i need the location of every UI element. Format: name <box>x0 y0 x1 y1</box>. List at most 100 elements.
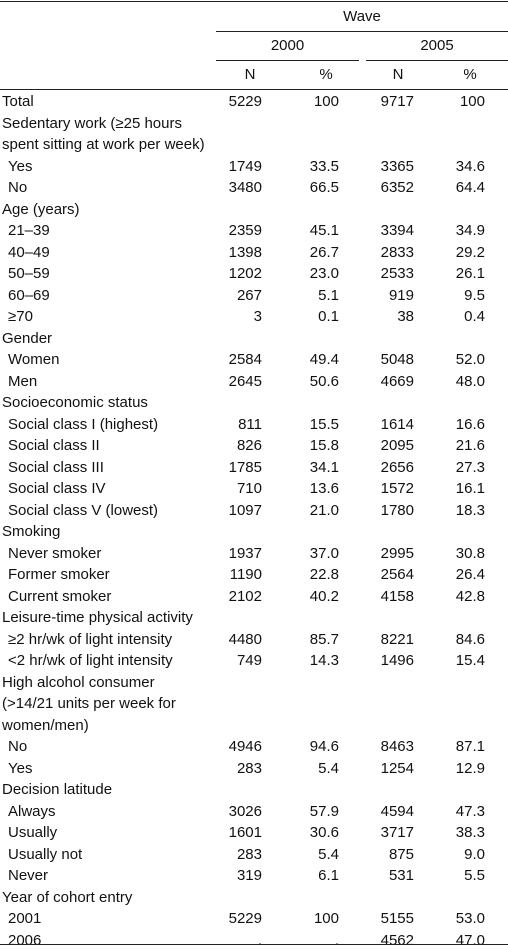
cell-n-2000: 1785 <box>228 458 262 476</box>
row-label: ≥70 <box>8 308 33 325</box>
row-label: <2 hr/wk of light intensity <box>8 652 173 669</box>
cell-n-2005: 8463 <box>380 738 414 755</box>
cell-n-2005: 5048 <box>380 351 414 368</box>
year-rule-2005 <box>366 60 508 61</box>
cell-pct-2005: 29.2 <box>455 243 485 261</box>
cell-pct-2000: 22.8 <box>309 566 339 583</box>
cell-pct-2000: 37.0 <box>309 544 339 562</box>
cell-n-2005: 38 <box>397 308 414 325</box>
col-header-n-2005: N <box>392 66 404 83</box>
row-label: Social class III <box>8 458 104 476</box>
row-label: Social class V (lowest) <box>8 501 159 519</box>
cell-pct-2005: 26.4 <box>455 566 485 583</box>
cell-n-2000: 1398 <box>228 243 262 261</box>
cell-pct-2000: 100 <box>313 910 339 927</box>
cell-n-2000: 267 <box>236 286 262 304</box>
col-header-n-2000: N <box>244 66 256 83</box>
cell-pct-2005: 34.9 <box>455 222 485 239</box>
section-label: women/men) <box>2 716 89 734</box>
cell-n-2000: 710 <box>236 480 262 497</box>
cell-n-2005: 4562 <box>380 931 414 949</box>
cell-n-2000: 1190 <box>229 566 262 583</box>
row-label: Social class I (highest) <box>8 415 159 433</box>
cell-n-2005: 1254 <box>380 759 414 777</box>
cell-pct-2000: 23.0 <box>309 265 339 282</box>
cell-n-2000: 3480 <box>228 179 262 196</box>
cell-pct-2005: 0.4 <box>464 308 485 325</box>
cell-n-2000: 749 <box>236 652 262 669</box>
cell-pct-2000: 30.6 <box>309 824 339 841</box>
cell-n-2005: 1572 <box>380 480 414 497</box>
cell-n-2005: 1496 <box>380 652 414 669</box>
cell-pct-2005: 26.1 <box>455 265 485 282</box>
cell-pct-2005: 47.3 <box>455 802 485 820</box>
row-label: Usually not <box>8 845 83 863</box>
cell-n-2005: 6352 <box>380 179 414 196</box>
cell-n-2000: 1749 <box>228 157 262 175</box>
row-label: No <box>8 738 28 755</box>
cell-pct-2000: 66.5 <box>309 179 339 196</box>
cell-n-2000: 3 <box>253 308 262 325</box>
cell-n-2000: 3026 <box>228 802 262 820</box>
cell-n-2005: 2995 <box>380 544 414 562</box>
section-label: Leisure-time physical activity <box>2 609 193 626</box>
cell-n-2000: 1601 <box>228 824 262 841</box>
cell-n-2000: 2584 <box>228 351 262 368</box>
cell-pct-2000: . <box>334 931 339 949</box>
cell-n-2000: 4946 <box>228 738 262 755</box>
cell-pct-2000: 14.3 <box>309 652 339 669</box>
cell-pct-2005: 15.4 <box>455 652 485 669</box>
cell-pct-2000: 13.6 <box>309 480 339 497</box>
row-label: ≥2 hr/wk of light intensity <box>8 630 173 648</box>
cell-n-2005: 8221 <box>380 630 414 648</box>
cell-pct-2005: 9.5 <box>464 286 485 304</box>
cell-n-2005: 2533 <box>380 265 414 282</box>
row-label: Usually <box>8 824 58 841</box>
section-label: Sedentary work (≥25 hours <box>2 114 182 132</box>
cell-pct-2005: 48.0 <box>455 372 485 390</box>
cell-pct-2000: 5.4 <box>318 759 339 777</box>
row-label: Social class II <box>8 437 100 454</box>
row-label: 60–69 <box>8 286 50 304</box>
cell-pct-2000: 100 <box>313 93 339 110</box>
cell-pct-2005: 12.9 <box>455 759 485 777</box>
cell-n-2000: 826 <box>236 437 262 454</box>
row-label: No <box>8 179 28 196</box>
row-label: Never smoker <box>8 544 102 562</box>
cell-pct-2000: 49.4 <box>309 351 339 368</box>
cell-n-2005: 3394 <box>380 222 414 239</box>
row-label: Former smoker <box>8 566 110 583</box>
row-label: Men <box>8 372 38 390</box>
cell-n-2005: 531 <box>388 867 414 884</box>
section-label: spent sitting at work per week) <box>2 136 205 153</box>
cell-n-2000: 319 <box>236 867 262 884</box>
row-label: Social class IV <box>8 480 106 497</box>
cell-n-2000: 2645 <box>228 372 262 390</box>
cell-n-2000: . <box>257 931 262 949</box>
cell-pct-2005: 87.1 <box>455 738 485 755</box>
section-label: (>14/21 units per week for <box>2 695 176 712</box>
cell-pct-2000: 57.9 <box>309 802 339 820</box>
cell-pct-2005: 27.3 <box>455 458 485 476</box>
cell-pct-2005: 21.6 <box>455 437 485 454</box>
section-label: Year of cohort entry <box>2 888 133 906</box>
section-label: Smoking <box>2 523 61 540</box>
cell-n-2005: 2564 <box>380 566 414 583</box>
cell-pct-2005: 47.0 <box>455 931 485 949</box>
cell-n-2005: 3717 <box>380 824 414 841</box>
cell-pct-2000: 15.5 <box>309 415 339 433</box>
cell-n-2000: 811 <box>238 415 262 433</box>
cell-n-2005: 5155 <box>380 910 414 927</box>
cell-pct-2000: 50.6 <box>309 372 339 390</box>
cell-pct-2000: 34.1 <box>309 458 339 476</box>
cell-pct-2000: 45.1 <box>309 222 339 239</box>
year-rule-2000 <box>216 60 359 61</box>
row-label: Always <box>8 802 56 820</box>
row-label: Yes <box>8 759 33 777</box>
header-bottom-rule <box>0 89 508 90</box>
row-label: 2001 <box>8 910 42 927</box>
cell-n-2005: 919 <box>388 286 414 304</box>
year-header-2005: 2005 <box>420 37 454 54</box>
col-header-pct-2000: % <box>319 66 333 83</box>
